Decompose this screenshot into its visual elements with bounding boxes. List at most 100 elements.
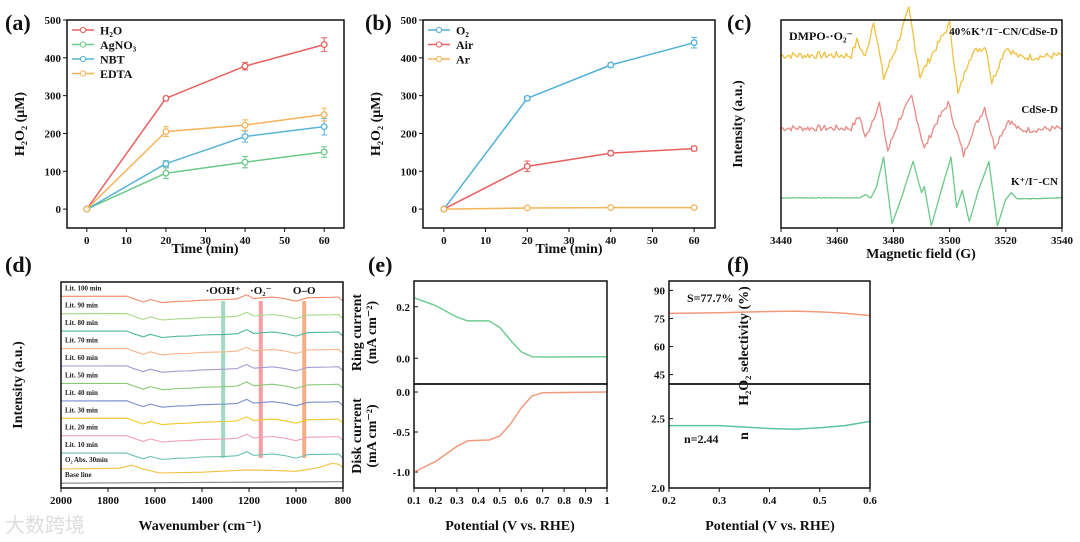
band-label: O–O <box>293 285 316 297</box>
curve-ring <box>413 296 608 358</box>
series-line-1 <box>86 151 325 210</box>
x-tick-label: 30 <box>200 235 212 247</box>
y-tick-label: 0.0 <box>396 353 410 365</box>
y-axis-label: Ring current <box>350 294 365 371</box>
legend-label: NBT <box>100 53 125 67</box>
spectrum-annotation: DMPO-·O₂⁻ <box>789 29 853 43</box>
data-point <box>320 41 328 49</box>
panel-e <box>413 280 608 492</box>
x-tick-label: 10 <box>480 235 492 247</box>
series-line-3 <box>86 113 325 210</box>
curve-selectivity <box>668 310 871 317</box>
y-tick-label: 75 <box>654 313 666 325</box>
curve-electron-transfer-number <box>669 420 871 430</box>
data-point <box>607 149 615 157</box>
spectrum-trace <box>60 462 344 474</box>
data-point <box>523 204 531 212</box>
y-tick-label: 400 <box>401 53 418 65</box>
data-point <box>162 94 170 102</box>
plot-frame <box>66 19 345 229</box>
legend-marker <box>435 26 443 34</box>
legend-marker <box>79 41 87 48</box>
panel-a <box>63 19 345 232</box>
y-tick-label: 90 <box>654 285 666 297</box>
data-point <box>690 204 698 212</box>
legend-label: AgNO₃ <box>100 38 137 52</box>
data-point <box>320 111 328 118</box>
panel-f <box>668 280 871 492</box>
data-point <box>241 158 249 166</box>
data-point <box>320 148 328 156</box>
y-tick-label: 300 <box>45 91 62 103</box>
trace-label: Lit. 40 min <box>65 389 98 397</box>
x-tick-label: 1400 <box>191 495 214 507</box>
panel-label: (c) <box>727 10 751 35</box>
plot-frame <box>413 280 608 385</box>
x-tick-label: 60 <box>319 235 331 247</box>
x-tick-label: 3460 <box>826 235 849 247</box>
y-tick-label: 300 <box>401 91 418 103</box>
plot-frame <box>60 281 344 489</box>
x-tick-label: 3540 <box>1051 235 1074 247</box>
plot-frame <box>422 19 716 229</box>
x-tick-label: 3480 <box>882 235 905 247</box>
legend-label: Ar <box>456 53 471 67</box>
y-tick-label: 100 <box>45 166 62 178</box>
panel-b <box>419 19 716 232</box>
plot-frame <box>668 383 871 489</box>
x-tick-label: 1000 <box>285 495 308 507</box>
data-point <box>607 204 615 212</box>
y-tick-label: -1.0 <box>393 467 411 479</box>
x-tick-label: 0.6 <box>514 495 528 507</box>
plot-frame <box>780 19 1063 229</box>
y-tick-label: 2.5 <box>651 414 665 426</box>
x-tick-label: 0.9 <box>579 495 593 507</box>
data-point <box>690 39 698 47</box>
x-tick-label: 3520 <box>995 235 1018 247</box>
x-tick-label: 50 <box>279 235 291 247</box>
spectrum-trace <box>60 416 344 426</box>
y-tick-label: 60 <box>654 342 666 354</box>
trace-label: Lit. 10 min <box>65 441 98 449</box>
x-tick-label: 20 <box>160 235 172 247</box>
trace-label: Lit. 70 min <box>65 337 98 345</box>
trace-label: Lit. 30 min <box>65 406 98 414</box>
x-tick-label: 0.8 <box>557 495 571 507</box>
spectrum-trace <box>60 363 344 373</box>
trace-label: Lit. 60 min <box>65 354 98 362</box>
panel-label: (b) <box>365 10 392 35</box>
band-marker <box>302 301 307 458</box>
y-tick-label: 200 <box>401 128 418 140</box>
trace-label: Lit. 80 min <box>65 319 98 327</box>
y-axis-label: H₂O₂ (μM) <box>369 92 384 156</box>
legend-label: H₂O <box>100 24 122 38</box>
y-tick-label: -0.5 <box>393 427 411 439</box>
x-tick-label: 0.1 <box>407 495 421 507</box>
x-tick-label: 0.7 <box>536 495 550 507</box>
y-axis-label: (mA cm⁻²) <box>365 301 380 365</box>
data-point <box>241 121 249 129</box>
y-axis-label: H₂O₂ selectivity (%) <box>737 286 752 406</box>
x-tick-label: 0 <box>84 235 90 247</box>
data-point <box>320 123 328 131</box>
x-tick-label: 1 <box>604 495 610 507</box>
spectrum-trace <box>61 329 344 339</box>
data-point <box>83 205 91 213</box>
x-tick-label: 3440 <box>770 235 793 247</box>
curve-disk <box>413 391 608 473</box>
y-tick-label: 2.0 <box>651 483 665 495</box>
y-axis-label: Disk current <box>350 398 365 474</box>
spectrum-trace <box>60 294 344 304</box>
x-tick-label: 0 <box>441 235 447 247</box>
x-axis-label: Potential (V vs. RHE) <box>705 519 835 534</box>
trace-label: Lit. 90 min <box>65 302 98 310</box>
data-point <box>241 62 249 70</box>
data-point <box>607 61 615 69</box>
x-tick-label: 0.4 <box>471 495 485 507</box>
x-tick-label: 1800 <box>97 495 120 507</box>
x-tick-label: 0.2 <box>662 495 676 507</box>
legend-label: EDTA <box>100 67 133 81</box>
y-tick-label: 0 <box>412 204 418 216</box>
x-tick-label: 0.3 <box>450 495 464 507</box>
